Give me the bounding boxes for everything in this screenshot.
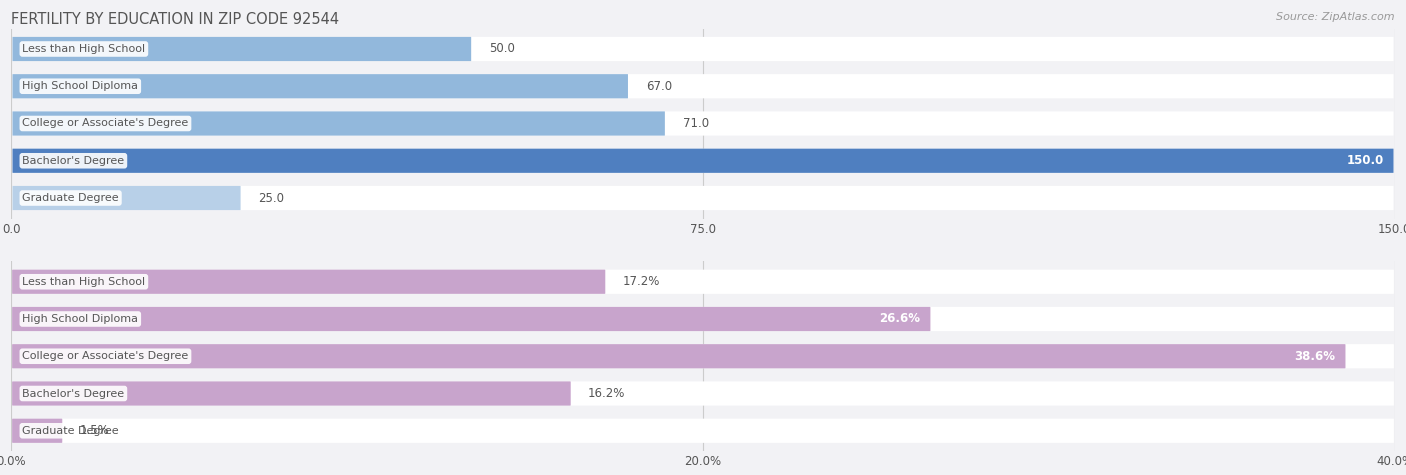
- Text: FERTILITY BY EDUCATION IN ZIP CODE 92544: FERTILITY BY EDUCATION IN ZIP CODE 92544: [11, 12, 339, 27]
- Text: 150.0: 150.0: [1347, 154, 1384, 167]
- FancyBboxPatch shape: [13, 149, 1393, 173]
- FancyBboxPatch shape: [13, 270, 1393, 294]
- FancyBboxPatch shape: [13, 74, 1393, 98]
- Text: 67.0: 67.0: [645, 80, 672, 93]
- Text: 26.6%: 26.6%: [879, 313, 920, 325]
- FancyBboxPatch shape: [13, 418, 1393, 443]
- FancyBboxPatch shape: [13, 186, 240, 210]
- Text: 1.5%: 1.5%: [80, 424, 110, 437]
- Text: 25.0: 25.0: [259, 191, 284, 205]
- Text: Bachelor's Degree: Bachelor's Degree: [22, 389, 125, 399]
- FancyBboxPatch shape: [13, 307, 931, 331]
- FancyBboxPatch shape: [13, 381, 1393, 406]
- FancyBboxPatch shape: [13, 418, 62, 443]
- Text: College or Associate's Degree: College or Associate's Degree: [22, 351, 188, 361]
- FancyBboxPatch shape: [13, 37, 1393, 61]
- Text: College or Associate's Degree: College or Associate's Degree: [22, 118, 188, 129]
- FancyBboxPatch shape: [13, 37, 471, 61]
- Text: Graduate Degree: Graduate Degree: [22, 193, 120, 203]
- Text: 71.0: 71.0: [683, 117, 709, 130]
- FancyBboxPatch shape: [13, 186, 1393, 210]
- FancyBboxPatch shape: [13, 270, 606, 294]
- Text: Graduate Degree: Graduate Degree: [22, 426, 120, 436]
- FancyBboxPatch shape: [13, 149, 1393, 173]
- Text: Source: ZipAtlas.com: Source: ZipAtlas.com: [1277, 12, 1395, 22]
- Text: Less than High School: Less than High School: [22, 44, 145, 54]
- FancyBboxPatch shape: [13, 112, 665, 135]
- FancyBboxPatch shape: [13, 74, 628, 98]
- Text: Bachelor's Degree: Bachelor's Degree: [22, 156, 125, 166]
- Text: High School Diploma: High School Diploma: [22, 314, 138, 324]
- Text: High School Diploma: High School Diploma: [22, 81, 138, 91]
- Text: Less than High School: Less than High School: [22, 277, 145, 287]
- Text: 50.0: 50.0: [489, 42, 515, 56]
- FancyBboxPatch shape: [13, 112, 1393, 135]
- FancyBboxPatch shape: [13, 344, 1346, 368]
- Text: 38.6%: 38.6%: [1295, 350, 1336, 363]
- FancyBboxPatch shape: [13, 344, 1393, 368]
- Text: 16.2%: 16.2%: [588, 387, 626, 400]
- Text: 17.2%: 17.2%: [623, 275, 661, 288]
- FancyBboxPatch shape: [13, 381, 571, 406]
- FancyBboxPatch shape: [13, 307, 1393, 331]
